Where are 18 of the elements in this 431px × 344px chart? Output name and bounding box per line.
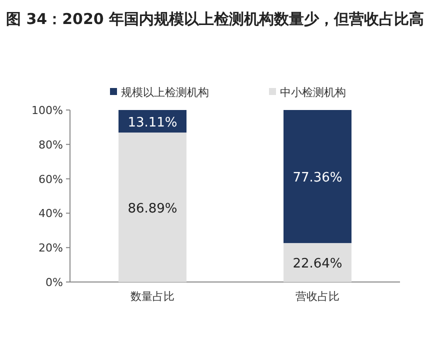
y-tick-label: 20%	[38, 242, 63, 255]
y-tick-label: 40%	[38, 207, 63, 220]
bar	[284, 243, 352, 282]
x-tick-label: 数量占比	[130, 290, 174, 303]
x-tick-label: 营收占比	[296, 290, 340, 303]
bar	[284, 110, 352, 244]
data-label: 13.11%	[128, 115, 178, 130]
legend-label: 中小检测机构	[280, 86, 346, 99]
y-tick-label: 60%	[38, 172, 63, 186]
legend-label: 规模以上检测机构	[121, 86, 209, 99]
data-label: 77.36%	[292, 170, 342, 186]
y-tick-label: 80%	[38, 138, 63, 152]
bar	[118, 132, 186, 282]
data-label: 22.64%	[292, 256, 342, 272]
y-tick-label: 100%	[32, 104, 63, 117]
data-label: 86.89%	[128, 201, 178, 216]
y-tick-label: 0%	[46, 276, 63, 289]
chart-title: 图 34：2020 年国内规模以上检测机构数量少，但营收占比高	[6, 10, 424, 28]
